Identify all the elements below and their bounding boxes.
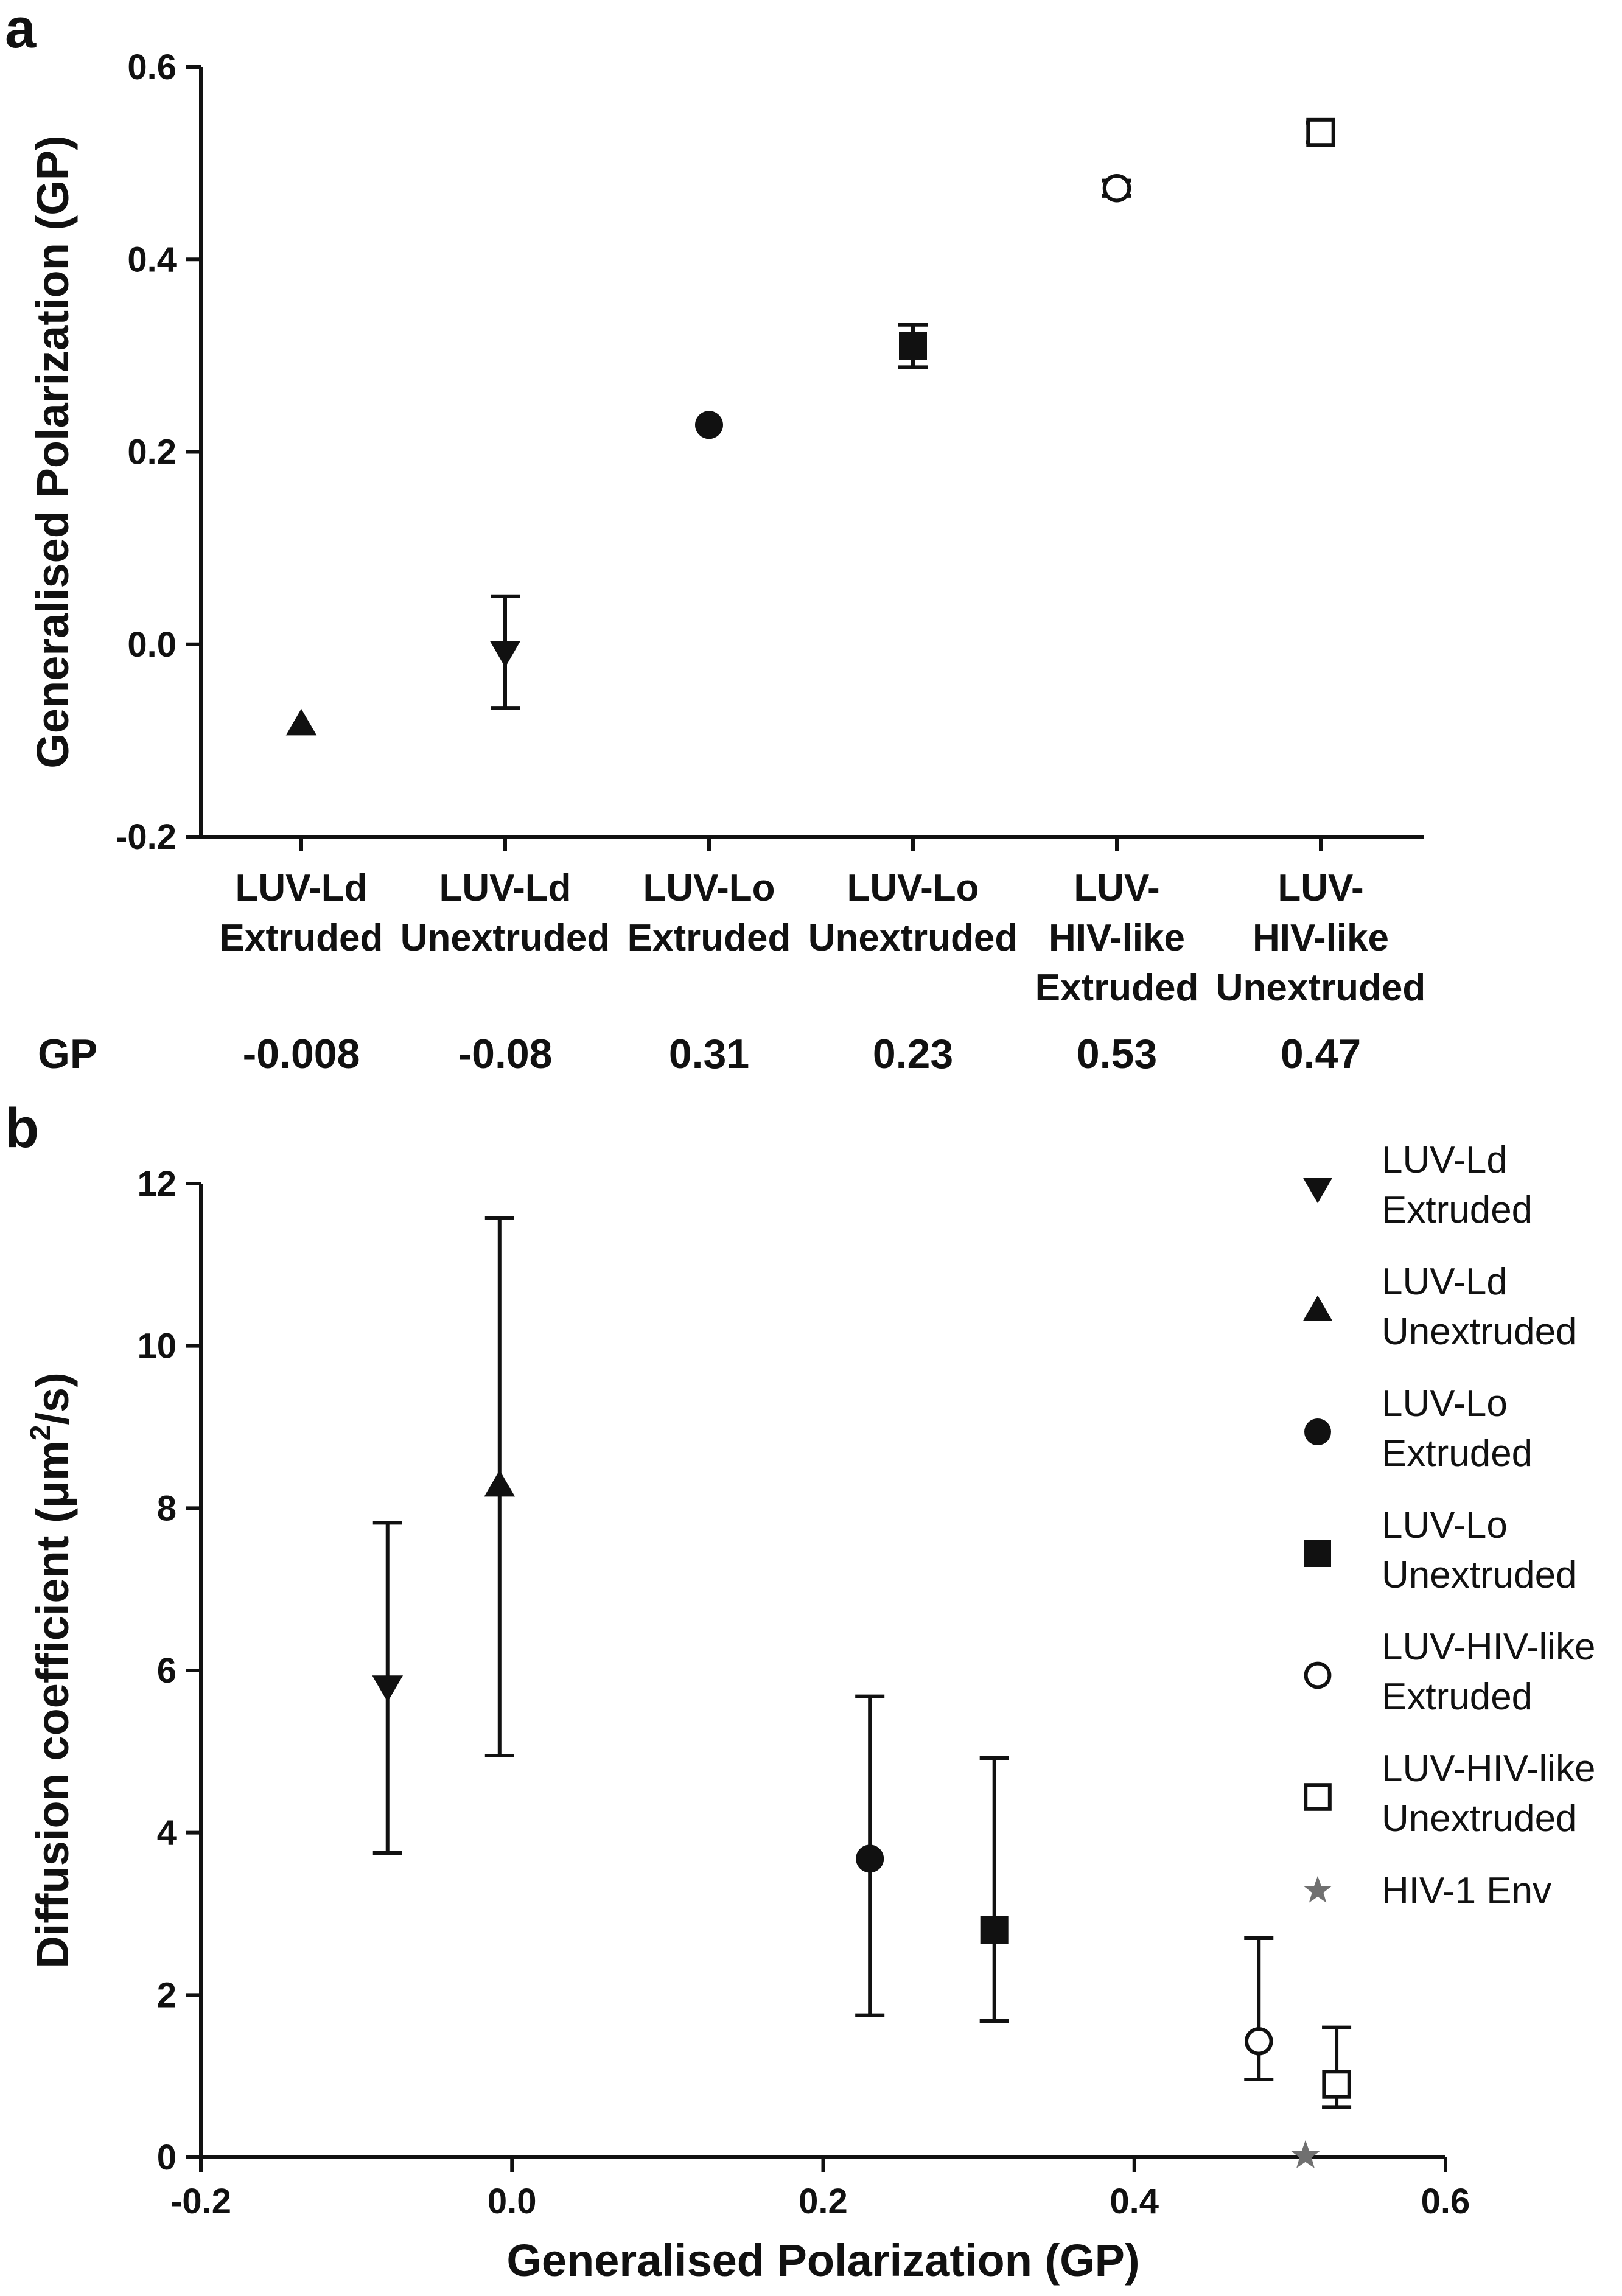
a-category-label: Extruded (1035, 967, 1199, 1009)
b-legend-marker (1304, 1540, 1331, 1567)
a-point-marker (489, 641, 521, 668)
panel-b-marks: 0 2 4 6 8 10 12 -0.2 0.0 0.2 0.4 0.6 Generalised Pol… (24, 1139, 1595, 2286)
a-y-tick-label: 0.0 (127, 625, 177, 665)
b-legend-label: LUV-HIV-like (1382, 1748, 1595, 1790)
b-x-tick-label: 0.6 (1421, 2182, 1470, 2221)
a-category-label: Unextruded (808, 917, 1018, 959)
b-legend-label: Unextruded (1382, 1554, 1577, 1596)
b-legend-marker (1302, 1295, 1333, 1321)
b-x-axis-title: Generalised Polarization (GP) (506, 2235, 1139, 2286)
a-y-tick-label: -0.2 (116, 817, 177, 857)
b-x-tick-label: -0.2 (170, 2182, 231, 2221)
b-y-tick-label: 4 (157, 1813, 177, 1853)
b-point-marker (1322, 2070, 1351, 2099)
b-x-tick-label: 0.0 (488, 2182, 537, 2221)
b-legend-label: LUV-Lo (1382, 1504, 1508, 1546)
a-category-label: Unextruded (400, 917, 610, 959)
a-category-label: LUV- (1074, 867, 1159, 909)
b-legend-label: LUV-Lo (1382, 1383, 1508, 1425)
a-gp-value: 0.53 (1077, 1031, 1157, 1077)
a-point-marker (1102, 173, 1131, 203)
b-y-axis-title-main: Diffusion coefficient (μm (27, 1440, 78, 1969)
b-legend-marker (1304, 1661, 1332, 1689)
a-gp-row-label: GP (38, 1031, 97, 1077)
b-legend-label: HIV-1 Env (1382, 1870, 1551, 1912)
a-category-label: Extruded (627, 917, 791, 959)
a-category-label: HIV-like (1253, 917, 1389, 959)
a-category-label: LUV-Ld (439, 867, 572, 909)
b-point-marker (484, 1470, 516, 1497)
a-gp-value: -0.08 (458, 1031, 553, 1077)
b-legend-label: Extruded (1382, 1432, 1533, 1474)
b-point-marker (1245, 2027, 1273, 2056)
panel-a-label: a (5, 0, 37, 60)
a-y-tick-label: 0.2 (127, 433, 177, 472)
a-point-marker (695, 411, 723, 439)
b-legend-label: Extruded (1382, 1676, 1533, 1718)
panel-a-chart: a -0.2 0.0 0.2 0.4 0.6 Generalised Polarizati… (5, 0, 1425, 1077)
b-error-bar (979, 1756, 1009, 2023)
b-y-axis-title: Diffusion coefficient (μm2/s) (24, 1372, 78, 1968)
b-point-marker (856, 1844, 884, 1873)
b-legend-marker (1304, 1418, 1331, 1445)
b-point-marker (372, 1675, 404, 1702)
b-y-tick-label: 6 (157, 1651, 177, 1691)
a-gp-value: 0.47 (1281, 1031, 1361, 1077)
a-gp-value: -0.008 (243, 1031, 360, 1077)
b-y-tick-label: 10 (137, 1327, 177, 1366)
b-legend-label: LUV-Ld (1382, 1139, 1508, 1181)
a-gp-value: 0.23 (873, 1031, 953, 1077)
b-x-tick-label: 0.2 (799, 2182, 848, 2221)
a-category-label: LUV-Lo (643, 867, 775, 909)
b-legend-label: Extruded (1382, 1189, 1533, 1231)
b-legend-marker (1304, 1876, 1332, 1903)
b-y-axis-title-superscript: 2 (24, 1425, 56, 1441)
b-y-tick-label: 8 (157, 1488, 177, 1528)
a-y-tick-label: 0.4 (127, 240, 177, 279)
a-category-label: Extruded (220, 917, 383, 959)
a-category-label: HIV-like (1049, 917, 1185, 959)
b-point-marker (1290, 2140, 1320, 2168)
a-category-label: LUV- (1278, 867, 1363, 909)
a-category-label: LUV-Lo (847, 867, 979, 909)
panel-a-marks: -0.2 0.0 0.2 0.4 0.6 Generalised Polarization… (27, 47, 1425, 1077)
b-legend-label: Unextruded (1382, 1798, 1577, 1840)
panel-b-label: b (5, 1097, 39, 1159)
b-legend-marker (1304, 1783, 1332, 1811)
b-legend-label: LUV-HIV-like (1382, 1626, 1595, 1668)
b-y-tick-label: 0 (157, 2138, 177, 2177)
b-y-tick-label: 2 (157, 1975, 177, 2015)
a-point-marker (285, 708, 317, 736)
b-point-marker (980, 1916, 1009, 1944)
b-y-tick-label: 12 (137, 1164, 177, 1204)
a-gp-value: 0.31 (669, 1031, 749, 1077)
a-category-label: Unextruded (1216, 967, 1425, 1009)
a-category-label: LUV-Ld (236, 867, 368, 909)
b-legend-label: LUV-Ld (1382, 1261, 1508, 1303)
a-point-marker (899, 332, 927, 360)
a-y-axis-title: Generalised Polarization (GP) (27, 135, 78, 768)
b-x-tick-label: 0.4 (1110, 2182, 1159, 2221)
b-legend-marker (1302, 1178, 1333, 1204)
b-legend-label: Unextruded (1382, 1311, 1577, 1353)
panel-b-chart: b 0 2 4 6 8 10 12 -0.2 0.0 0.2 0.4 0.6 Generalised P… (5, 1097, 1595, 2286)
b-y-axis-title-tail: /s) (27, 1372, 78, 1425)
a-y-tick-label: 0.6 (127, 47, 177, 87)
b-error-bar (1244, 1936, 1274, 2081)
a-point-marker (1306, 117, 1335, 147)
